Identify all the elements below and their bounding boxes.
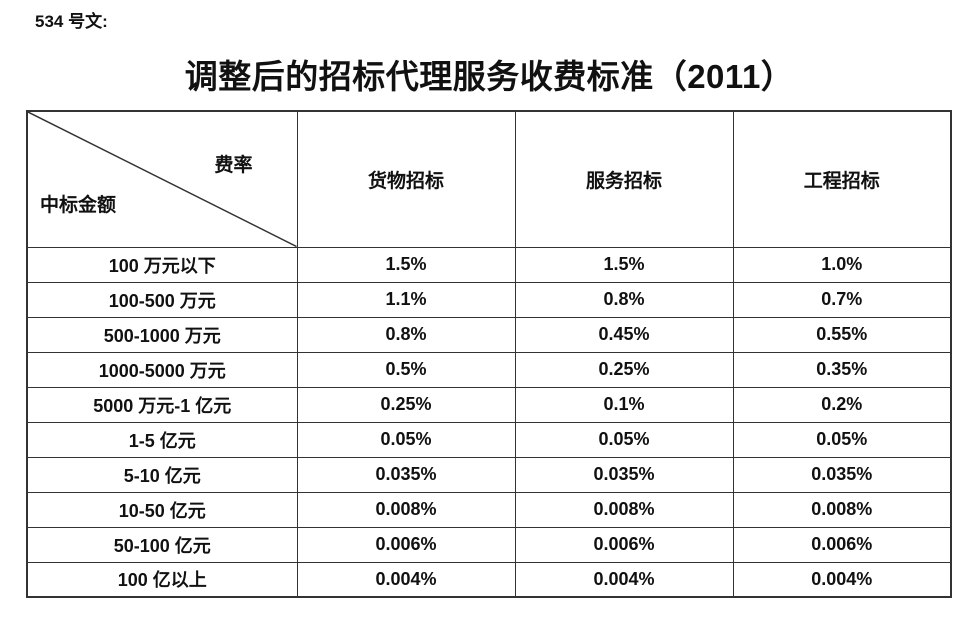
table-row: 1000-5000 万元 0.5% 0.25% 0.35%: [26, 351, 952, 388]
row-label-amount-range: 100-500 万元: [26, 281, 298, 318]
rate-value: 0.2%: [732, 386, 952, 423]
rate-value: 0.004%: [296, 561, 516, 598]
rate-value: 0.035%: [296, 456, 516, 493]
table-header: 费率 中标金额 货物招标 服务招标 工程招标: [26, 110, 952, 248]
rate-value: 0.8%: [514, 281, 734, 318]
corner-label-amount: 中标金额: [40, 194, 117, 216]
rate-value: 0.006%: [296, 526, 516, 563]
rate-value: 0.1%: [514, 386, 734, 423]
table-row: 100-500 万元 1.1% 0.8% 0.7%: [26, 281, 952, 318]
row-label-amount-range: 50-100 亿元: [26, 526, 298, 563]
fee-table: 费率 中标金额 货物招标 服务招标 工程招标 100 万元以下 1.5% 1.5% 1…: [26, 110, 952, 598]
rate-value: 0.008%: [296, 491, 516, 528]
table-row: 500-1000 万元 0.8% 0.45% 0.55%: [26, 316, 952, 353]
table-row: 100 亿以上 0.004% 0.004% 0.004%: [26, 561, 952, 598]
rate-value: 1.1%: [296, 281, 516, 318]
rate-value: 0.45%: [514, 316, 734, 353]
rate-value: 1.0%: [732, 246, 952, 283]
rate-value: 0.008%: [514, 491, 734, 528]
rate-value: 0.004%: [514, 561, 734, 598]
row-label-amount-range: 1-5 亿元: [26, 421, 298, 458]
rate-value: 0.5%: [296, 351, 516, 388]
rate-value: 0.008%: [732, 491, 952, 528]
row-label-amount-range: 10-50 亿元: [26, 491, 298, 528]
row-label-amount-range: 5000 万元-1 亿元: [26, 386, 298, 423]
doc-number: 534 号文:: [35, 12, 108, 31]
row-label-amount-range: 500-1000 万元: [26, 316, 298, 353]
table-row: 1-5 亿元 0.05% 0.05% 0.05%: [26, 421, 952, 458]
rate-value: 0.035%: [732, 456, 952, 493]
column-header-engineering-bidding: 工程招标: [732, 110, 952, 248]
rate-value: 0.006%: [732, 526, 952, 563]
rate-value: 1.5%: [514, 246, 734, 283]
column-header-service-bidding: 服务招标: [514, 110, 734, 248]
rate-value: 0.35%: [732, 351, 952, 388]
column-header-goods-bidding: 货物招标: [296, 110, 516, 248]
table-row: 50-100 亿元 0.006% 0.006% 0.006%: [26, 526, 952, 563]
rate-value: 0.25%: [514, 351, 734, 388]
row-label-amount-range: 5-10 亿元: [26, 456, 298, 493]
row-label-amount-range: 100 亿以上: [26, 561, 298, 598]
rate-value: 0.05%: [514, 421, 734, 458]
corner-cell: 费率 中标金额: [26, 110, 298, 248]
table-row: 10-50 亿元 0.008% 0.008% 0.008%: [26, 491, 952, 528]
row-label-amount-range: 1000-5000 万元: [26, 351, 298, 388]
rate-value: 0.05%: [732, 421, 952, 458]
rate-value: 1.5%: [296, 246, 516, 283]
page-title: 调整后的招标代理服务收费标准（2011）: [184, 58, 795, 95]
rate-value: 0.7%: [732, 281, 952, 318]
row-label-amount-range: 100 万元以下: [26, 246, 298, 283]
table-body: 100 万元以下 1.5% 1.5% 1.0% 100-500 万元 1.1% 0.8% 0.…: [26, 246, 952, 598]
rate-value: 0.55%: [732, 316, 952, 353]
table-row: 5000 万元-1 亿元 0.25% 0.1% 0.2%: [26, 386, 952, 423]
rate-value: 0.05%: [296, 421, 516, 458]
table-row: 5-10 亿元 0.035% 0.035% 0.035%: [26, 456, 952, 493]
table-row: 100 万元以下 1.5% 1.5% 1.0%: [26, 246, 952, 283]
rate-value: 0.8%: [296, 316, 516, 353]
rate-value: 0.006%: [514, 526, 734, 563]
rate-value: 0.25%: [296, 386, 516, 423]
corner-label-rate: 费率: [214, 155, 253, 176]
rate-value: 0.035%: [514, 456, 734, 493]
diagonal-line-icon: [28, 112, 297, 247]
rate-value: 0.004%: [732, 561, 952, 598]
header-row: 费率 中标金额 货物招标 服务招标 工程招标: [26, 110, 952, 248]
